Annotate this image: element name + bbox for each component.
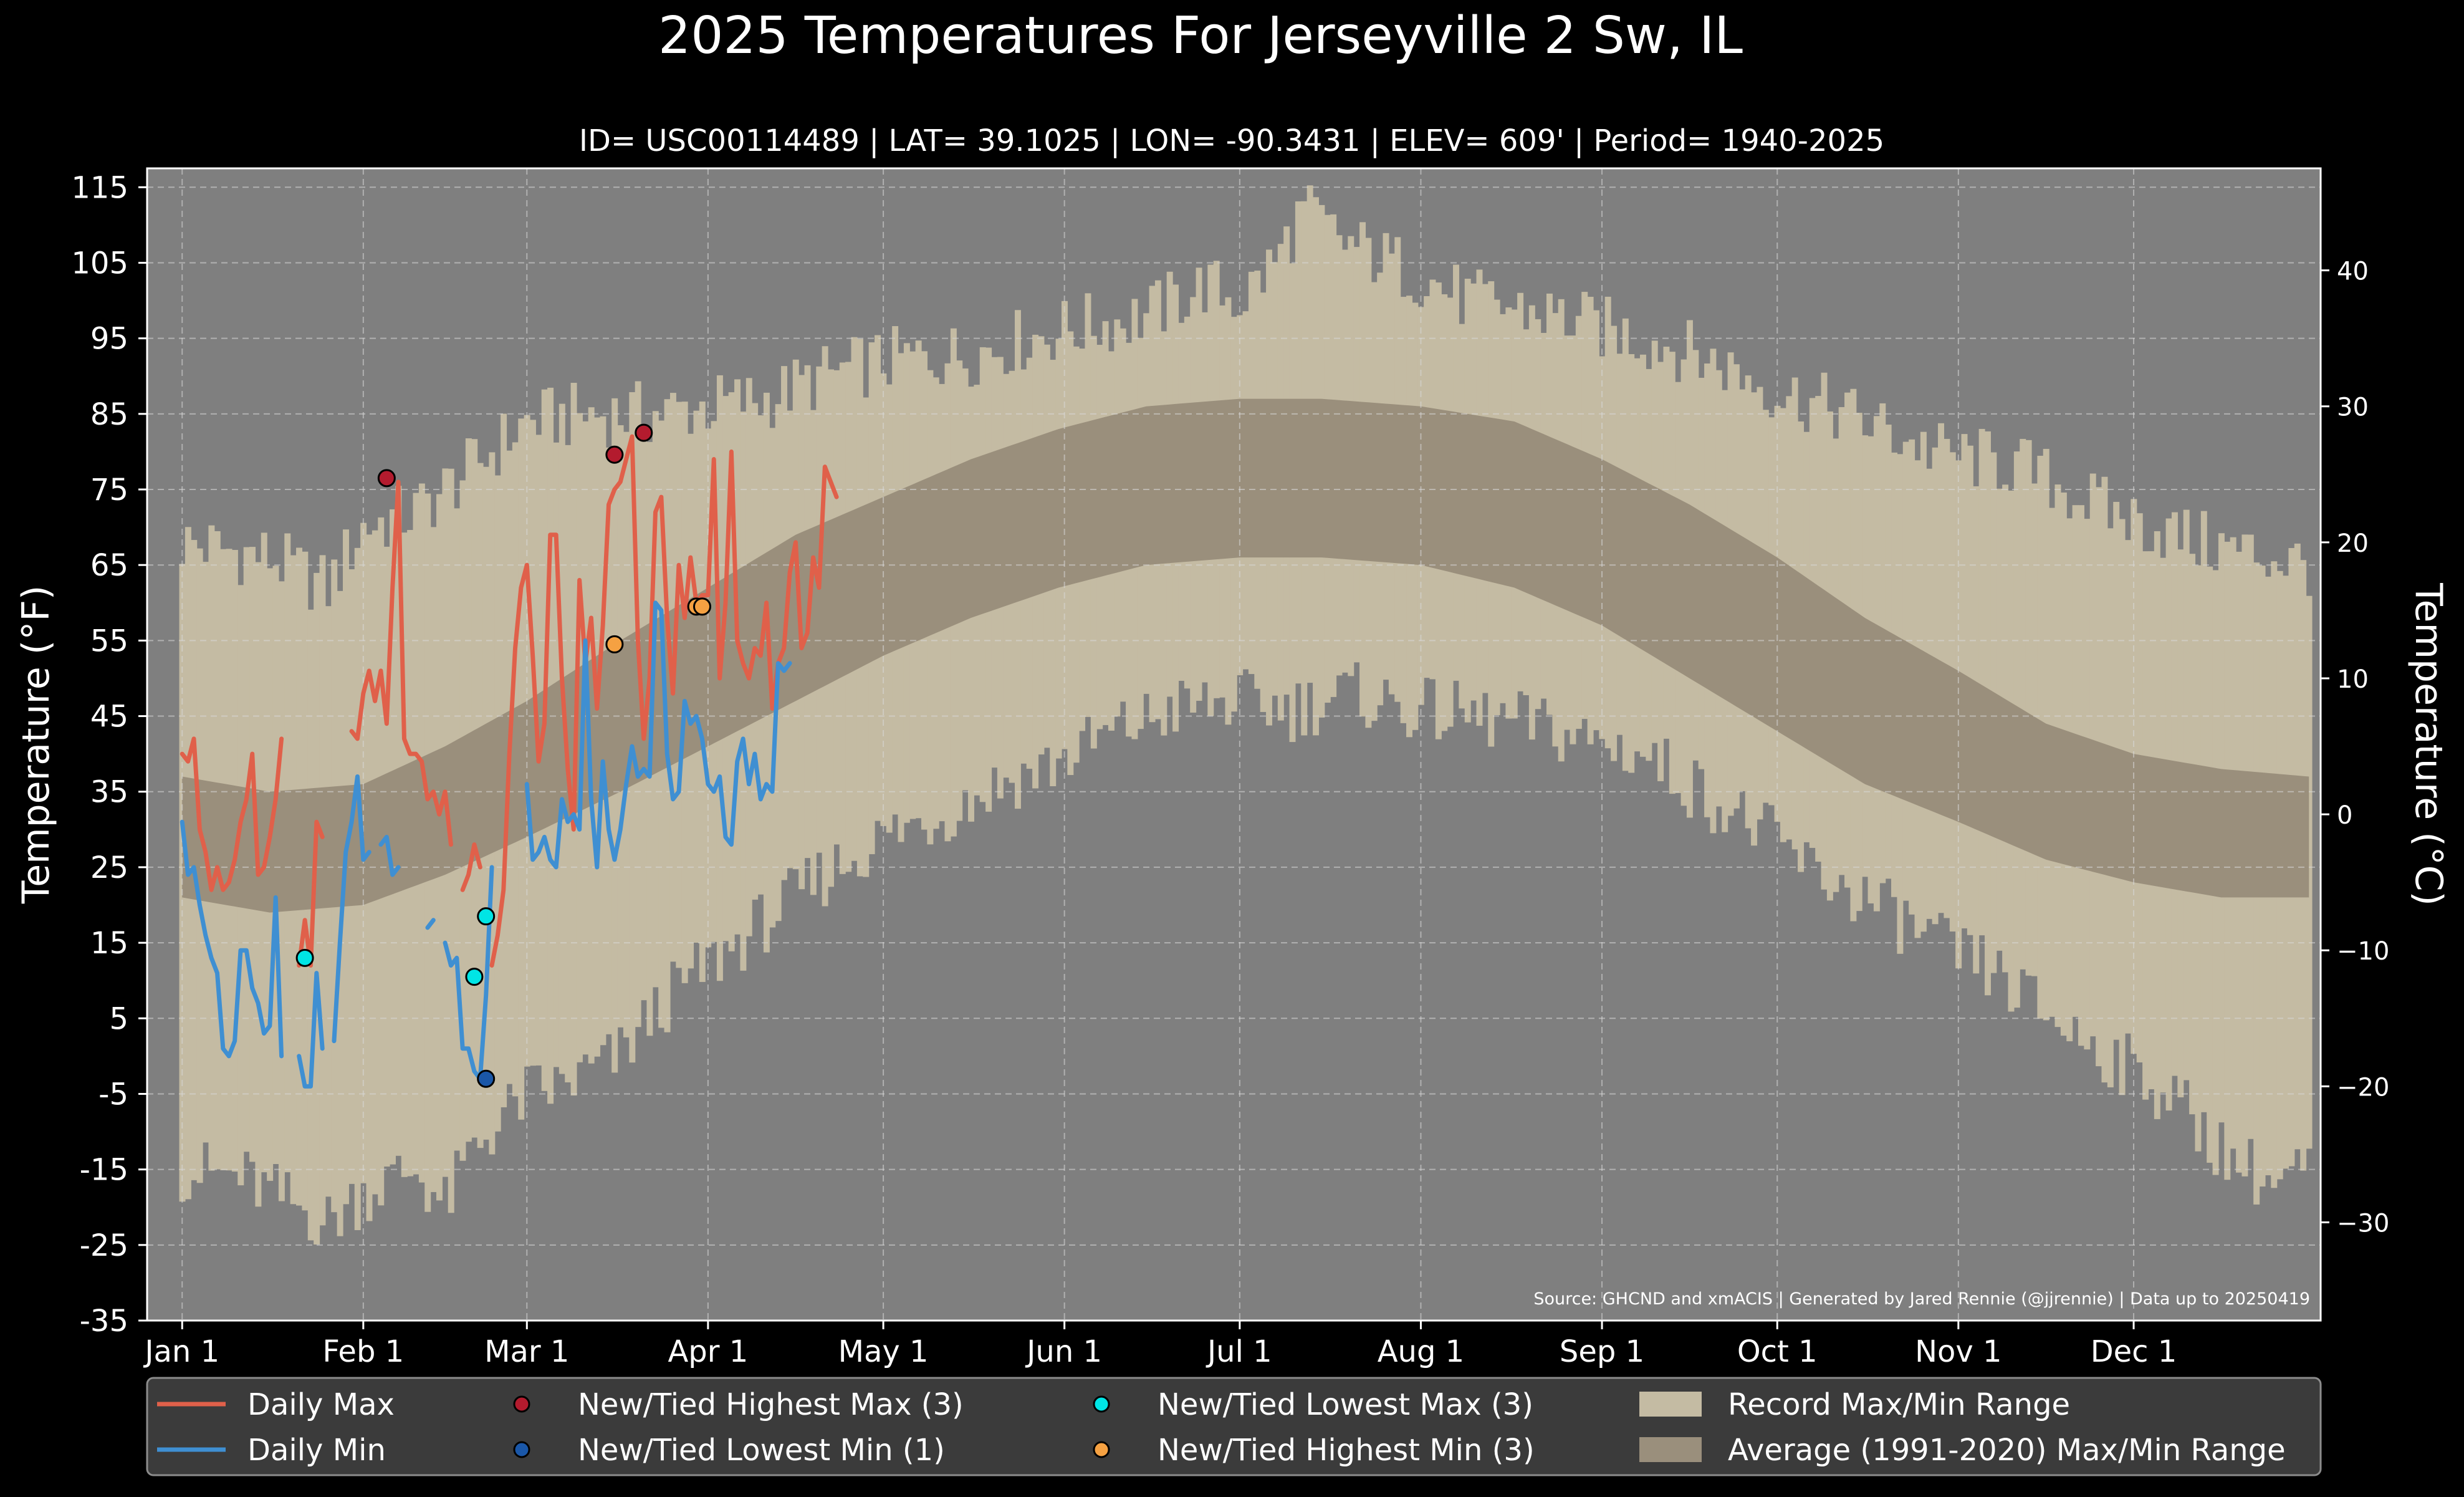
y-right-tick-label: −20 [2337, 1073, 2389, 1102]
legend-label: Average (1991-2020) Max/Min Range [1728, 1433, 2286, 1468]
y-tick-label: 95 [90, 322, 128, 357]
y-tick-label: 55 [90, 623, 128, 658]
y-right-tick-label: 10 [2337, 665, 2369, 694]
x-axis: Jan 1 Feb 1 Mar 1 Apr 1 May 1 Jun 1 Jul 1 Aug 1… [143, 1321, 2177, 1369]
x-tick-label: Aug 1 [1378, 1334, 1465, 1369]
legend-label: New/Tied Highest Min (3) [1158, 1433, 1535, 1468]
y-tick-label: -15 [80, 1153, 128, 1188]
y-tick-label: 85 [90, 397, 128, 432]
legend: Daily Max Daily Min New/Tied Highest Max (… [146, 1377, 2322, 1476]
y-tick-label: -5 [98, 1077, 128, 1112]
legend-label: New/Tied Lowest Min (1) [578, 1433, 945, 1468]
chart-title: 2025 Temperatures For Jerseyville 2 Sw, … [658, 6, 1743, 65]
legend-swatch-fill [1639, 1392, 1702, 1417]
record-range-bar [2306, 595, 2313, 1149]
x-tick-label: Jul 1 [1206, 1334, 1272, 1369]
average-range-band [182, 398, 2309, 913]
x-tick-label: Sep 1 [1560, 1334, 1644, 1369]
y-tick-label: 105 [71, 246, 128, 281]
y-right-tick-label: −30 [2337, 1209, 2389, 1238]
legend-swatch-marker [513, 1441, 530, 1458]
y-right-tick-label: 0 [2337, 801, 2352, 830]
daily-series [180, 434, 839, 1089]
y-tick-label: 65 [90, 548, 128, 583]
legend-label: Daily Max [247, 1387, 395, 1422]
legend-label: Record Max/Min Range [1728, 1387, 2070, 1422]
y-tick-label: -25 [80, 1228, 128, 1263]
record-marker-point [295, 948, 314, 967]
record-marker-point [605, 635, 624, 653]
plot-frame [146, 167, 2322, 1322]
x-tick-label: Oct 1 [1737, 1334, 1818, 1369]
y-right-tick-label: 40 [2337, 258, 2369, 286]
y-axis-left-label: Temperature (°F) [14, 585, 58, 904]
y-tick-label: 25 [90, 850, 128, 885]
record-range-bar [2020, 438, 2026, 970]
legend-swatch-marker [1093, 1395, 1110, 1413]
x-tick-label: May 1 [838, 1334, 929, 1369]
legend-label: New/Tied Lowest Max (3) [1158, 1387, 1533, 1422]
record-marker-point [635, 423, 653, 442]
y-right-tick-label: 30 [2337, 393, 2369, 422]
daily-min-line [180, 600, 792, 1089]
record-marker-point [477, 907, 496, 926]
y-tick-label: 45 [90, 700, 128, 734]
y-tick-label: 15 [90, 926, 128, 961]
x-tick-label: Mar 1 [484, 1334, 569, 1369]
x-tick-label: Jan 1 [143, 1334, 219, 1369]
y-right-tick-label: −10 [2337, 937, 2389, 966]
x-tick-label: Nov 1 [1915, 1334, 2001, 1369]
x-tick-label: Feb 1 [322, 1334, 404, 1369]
y-axis-right: −30 −20 −10 0 10 20 30 40 [2321, 258, 2389, 1238]
record-range-bar [1978, 428, 1985, 936]
record-markers [295, 423, 711, 1088]
daily-max-line [180, 434, 839, 968]
record-marker-point [605, 445, 624, 464]
chart-subtitle: ID= USC00114489 | LAT= 39.1025 | LON= -9… [579, 123, 1884, 158]
grid-lines [147, 168, 2321, 1321]
record-marker-point [693, 597, 711, 616]
y-tick-label: 75 [90, 473, 128, 508]
y-tick-label: -35 [80, 1304, 128, 1339]
x-tick-label: Jun 1 [1025, 1334, 1102, 1369]
y-tick-label: 5 [109, 1001, 128, 1036]
legend-box [146, 1377, 2322, 1476]
record-marker-point [465, 968, 484, 986]
record-marker-point [377, 469, 396, 488]
x-tick-label: Dec 1 [2091, 1334, 2177, 1369]
y-tick-label: 115 [71, 170, 128, 205]
legend-swatch-marker [1093, 1441, 1110, 1458]
y-tick-label: 35 [90, 775, 128, 810]
legend-label: Daily Min [247, 1433, 386, 1468]
legend-label: New/Tied Highest Max (3) [578, 1387, 964, 1422]
record-marker-point [477, 1069, 496, 1088]
y-axis-right-label: Temperature (°C) [2407, 582, 2450, 906]
source-note: Source: GHCND and xmACIS | Generated by … [1533, 1289, 2310, 1309]
legend-swatch-marker [513, 1395, 530, 1413]
record-range-bar [2025, 440, 2032, 976]
y-axis-left: -35 -25 -15 -5 5 15 25 35 45 55 65 75 85 95 105 115 [71, 170, 147, 1339]
x-tick-label: Apr 1 [668, 1334, 748, 1369]
y-right-tick-label: 20 [2337, 529, 2369, 558]
legend-swatch-fill [1639, 1437, 1702, 1462]
